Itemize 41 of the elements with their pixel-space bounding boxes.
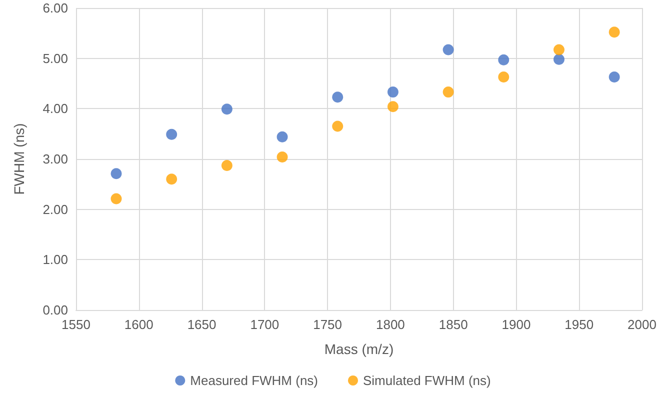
point <box>332 120 344 132</box>
y-tick-label: 5.00 <box>42 50 68 66</box>
x-tick-label: 1850 <box>438 317 468 332</box>
y-tick-label: 0.00 <box>42 302 68 318</box>
point <box>387 101 398 112</box>
x-axis-title: Mass (m/z) <box>324 341 394 357</box>
point <box>608 26 620 38</box>
legend-label: Measured FWHM (ns) <box>190 373 318 388</box>
point <box>442 44 454 56</box>
point <box>166 128 178 140</box>
point <box>554 54 564 65</box>
x-tick-label: 1950 <box>564 317 594 332</box>
point <box>221 104 232 115</box>
x-tick-label: 1550 <box>62 317 90 332</box>
x-tick-label: 1700 <box>250 317 280 332</box>
x-tick-label: 1750 <box>313 317 342 332</box>
point <box>498 54 510 66</box>
y-tick-label: 4.00 <box>42 101 68 116</box>
x-tick-label: 2000 <box>628 317 656 332</box>
point <box>276 131 288 142</box>
point <box>221 160 232 172</box>
x-tick-label: 1650 <box>187 317 216 332</box>
y-tick-label: 1.00 <box>42 252 68 268</box>
point <box>554 44 564 56</box>
point <box>276 151 288 162</box>
point <box>387 86 398 98</box>
point <box>110 168 122 180</box>
x-tick-label: 1800 <box>376 317 405 332</box>
point <box>166 174 178 185</box>
x-tick-label: 1600 <box>124 317 154 332</box>
y-tick-label: 6.00 <box>42 0 68 16</box>
point <box>110 193 122 204</box>
x-tick-label: 1900 <box>502 317 531 332</box>
point <box>442 86 454 98</box>
legend-label: Simulated FWHM (ns) <box>363 373 491 388</box>
y-tick-label: 2.00 <box>42 202 68 217</box>
point <box>608 71 620 82</box>
point <box>332 92 344 103</box>
point <box>498 71 510 82</box>
y-axis-title: FWHM (ns) <box>11 123 27 195</box>
y-tick-label: 3.00 <box>42 152 68 166</box>
